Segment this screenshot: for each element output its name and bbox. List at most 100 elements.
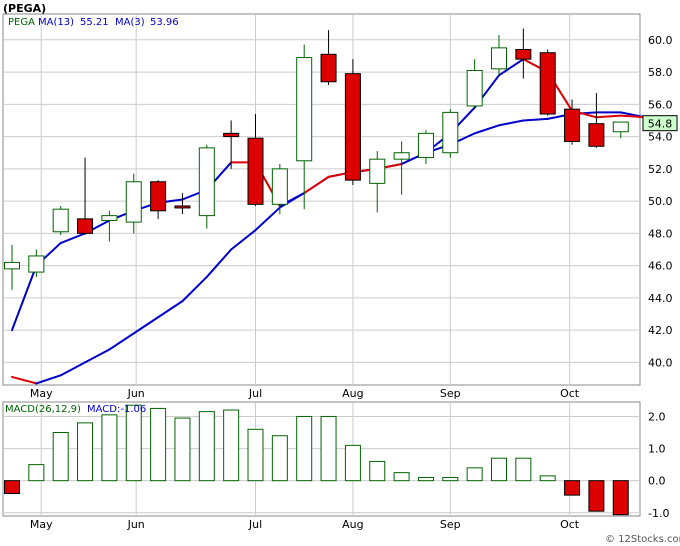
macd-bar — [101, 414, 118, 482]
ma13-line-segment — [59, 232, 87, 245]
ma13-line-segment — [498, 58, 525, 77]
price-y-tick-label: 46.0 — [648, 260, 673, 273]
ma3-line-segment — [132, 316, 160, 335]
price-y-tick-label: 56.0 — [648, 98, 673, 111]
ma3-line-segment — [157, 300, 184, 319]
candle-body — [247, 137, 264, 205]
price-month-label: Sep — [440, 387, 461, 400]
macd-month-label: Oct — [560, 518, 580, 531]
candle-body — [515, 48, 532, 60]
candle-body — [198, 147, 215, 217]
legend-ma3: MA(3) — [115, 17, 145, 28]
candle-body — [223, 132, 240, 138]
candle-body — [344, 73, 361, 181]
ma13-line-segment — [303, 175, 330, 195]
ma13-line-segment — [619, 114, 647, 119]
ma3-line-segment — [473, 124, 500, 135]
macd-bar — [150, 407, 167, 482]
macd-bar — [4, 480, 20, 495]
ma13-line-segment — [595, 114, 622, 119]
ma3-line-segment — [35, 374, 62, 385]
price-y-tick-label: 54.0 — [648, 131, 673, 144]
price-y-tick-label: 52.0 — [648, 163, 673, 176]
price-y-tick-label: 58.0 — [648, 66, 673, 79]
price-y-tick-label: 50.0 — [648, 195, 673, 208]
price-y-tick-label: 44.0 — [648, 292, 673, 305]
macd-y-tick-label: -1.0 — [648, 507, 669, 520]
macd-bar — [223, 409, 240, 482]
macd-bar — [271, 435, 288, 482]
candle-body — [4, 261, 20, 270]
price-y-tick-label: 42.0 — [648, 324, 673, 337]
candle-body — [417, 132, 434, 159]
ma3-line-segment — [522, 117, 549, 122]
legend-ma13-value: 55.21 — [80, 17, 109, 28]
ma3-line-segment — [11, 375, 38, 385]
macd-bar — [320, 415, 337, 482]
ma3-line-segment — [181, 275, 208, 303]
macd-bar — [466, 467, 483, 482]
candle-body — [564, 108, 581, 142]
price-y-tick-label: 60.0 — [648, 34, 673, 47]
candle-body — [491, 47, 507, 70]
macd-y-tick-label: 2.0 — [648, 410, 666, 423]
macd-bar — [612, 480, 629, 516]
legend-ma13: MA(13) — [38, 17, 74, 28]
macd-bar — [369, 460, 386, 482]
macd-bar — [77, 422, 94, 482]
price-month-label: Oct — [560, 387, 580, 400]
price-month-label: Jun — [127, 387, 145, 400]
macd-bar — [28, 464, 45, 482]
candle-body — [150, 181, 167, 212]
ma3-line-segment — [205, 248, 233, 278]
macd-y-tick-label: 1.0 — [648, 443, 666, 456]
candle-body — [125, 181, 142, 223]
last-price-label: 54.8 — [648, 118, 673, 131]
price-month-label: Aug — [342, 387, 363, 400]
candle-body — [174, 205, 191, 209]
chart-title: (PEGA) — [3, 2, 46, 15]
candle-body — [77, 218, 94, 234]
candle-body — [52, 208, 69, 233]
macd-month-label: Sep — [440, 518, 461, 531]
price-y-tick-label: 48.0 — [648, 227, 673, 240]
candle-body — [320, 53, 337, 83]
macd-month-label: Jul — [248, 518, 262, 531]
candle-body — [296, 57, 313, 162]
candle-body — [101, 215, 118, 221]
ma3-line-segment — [84, 348, 111, 364]
watermark: © 12Stocks.com — [605, 534, 680, 545]
macd-bar — [344, 444, 361, 482]
candle-body — [28, 255, 45, 273]
candle-body — [442, 111, 459, 154]
ma3-line-segment — [230, 229, 257, 251]
macd-bar — [247, 428, 264, 482]
last-price-tag — [642, 115, 678, 132]
macd-bar — [393, 472, 410, 482]
macd-bar — [491, 457, 507, 482]
macd-month-label: Aug — [342, 518, 363, 531]
macd-bar — [52, 432, 69, 482]
macd-bar — [174, 417, 191, 482]
macd-bar — [198, 411, 215, 482]
candle-body — [393, 152, 410, 160]
macd-bar — [564, 480, 581, 496]
macd-bar — [417, 476, 434, 482]
candle-body — [369, 158, 386, 184]
macd-month-label: May — [30, 518, 53, 531]
macd-month-label: Jun — [127, 518, 145, 531]
candle-body — [539, 52, 556, 115]
macd-bar — [442, 476, 459, 482]
macd-legend-title: MACD(26,12,9) — [5, 404, 81, 415]
macd-y-tick-label: 0.0 — [648, 475, 666, 488]
candle-body — [612, 121, 629, 133]
legend-ma3-value: 53.96 — [150, 17, 179, 28]
macd-bar — [515, 457, 532, 482]
candle-body — [271, 168, 288, 205]
macd-bar — [296, 415, 313, 482]
candle-body — [588, 123, 605, 147]
candle-body — [466, 69, 483, 107]
macd-bar — [539, 475, 556, 482]
